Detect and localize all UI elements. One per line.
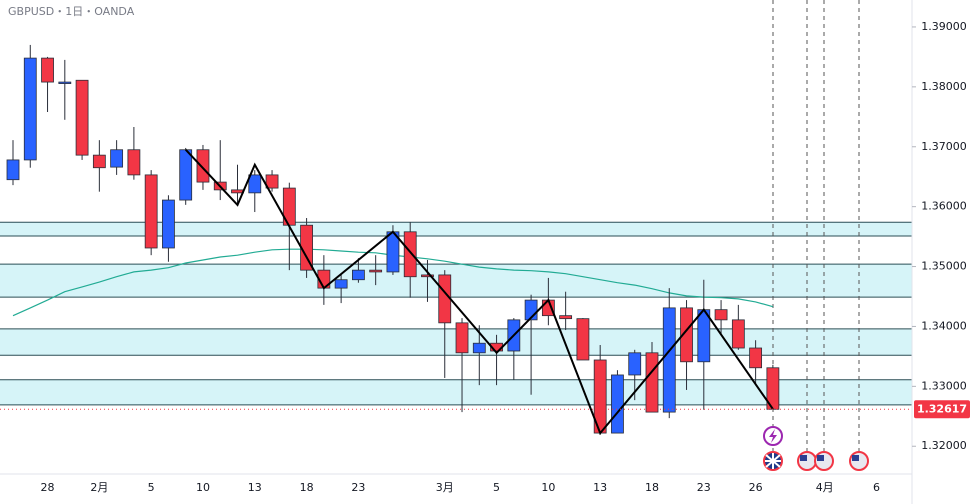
candle-body — [92, 154, 106, 169]
x-tick-label: 23 — [697, 481, 711, 494]
y-tick-label: 1.39000 — [921, 20, 967, 33]
candle-body — [455, 322, 469, 354]
zone — [0, 264, 912, 298]
candle-body — [58, 81, 72, 84]
candle-body — [6, 159, 20, 181]
y-tick-label: 1.35000 — [921, 260, 967, 273]
candle-body — [41, 57, 54, 83]
chart-title: GBPUSD・1日・OANDA — [8, 5, 135, 18]
x-tick-label: 6 — [873, 481, 880, 494]
flag-canton — [800, 455, 807, 461]
flag-canton — [817, 455, 824, 461]
candle-body — [265, 174, 279, 189]
candle-body — [196, 149, 210, 183]
x-tick-label: 13 — [593, 481, 607, 494]
candle-body — [645, 352, 659, 413]
candle-body — [611, 374, 624, 434]
x-tick-label: 5 — [493, 481, 500, 494]
candle-body — [680, 307, 693, 363]
x-tick-label: 28 — [41, 481, 55, 494]
x-tick-label: 10 — [196, 481, 210, 494]
candle-body — [576, 318, 590, 361]
series-layer — [0, 44, 912, 436]
flag-cross — [765, 453, 781, 469]
zigzag — [184, 149, 774, 436]
flag-canton — [852, 455, 859, 461]
candle-body — [351, 269, 365, 281]
zone — [0, 222, 912, 236]
x-tick-label: 4月 — [816, 481, 834, 494]
candle-body — [714, 309, 728, 321]
x-tick-label: 10 — [541, 481, 555, 494]
y-tick-label: 1.36000 — [921, 200, 967, 213]
candle-body — [472, 342, 486, 354]
x-tick-label: 3月 — [436, 481, 454, 494]
candle-body — [179, 149, 193, 201]
event-icons — [763, 426, 869, 471]
x-tick-label: 18 — [300, 481, 314, 494]
x-tick-label: 18 — [645, 481, 659, 494]
zone — [0, 379, 912, 405]
last-price-label: 1.32617 — [917, 402, 967, 415]
event-icon-bolt — [769, 429, 777, 443]
y-tick-label: 1.32000 — [921, 439, 967, 452]
x-tick-label: 13 — [248, 481, 262, 494]
candle-body — [248, 174, 262, 194]
candle-body — [438, 274, 452, 324]
candle-body — [403, 231, 417, 278]
last-price-box — [914, 400, 970, 419]
candle-body — [144, 174, 158, 249]
candle-body — [731, 319, 745, 349]
candle-body — [662, 307, 676, 413]
candle-body — [75, 79, 89, 156]
candle-body — [162, 199, 175, 249]
candle-body — [127, 149, 141, 176]
candle-body — [559, 315, 573, 320]
y-tick-label: 1.38000 — [921, 80, 967, 93]
candle-body — [23, 57, 37, 161]
candle-body — [369, 269, 383, 273]
candle-body — [628, 352, 642, 376]
y-tick-label: 1.37000 — [921, 140, 967, 153]
candle-body — [110, 149, 124, 168]
x-tick-label: 2月 — [90, 481, 108, 494]
candle-body — [231, 189, 244, 194]
x-tick-label: 23 — [351, 481, 365, 494]
candle-body — [421, 274, 434, 278]
candle-body — [334, 279, 348, 289]
x-tick-label: 5 — [148, 481, 155, 494]
y-tick-label: 1.33000 — [921, 379, 967, 392]
candle-body — [749, 347, 763, 369]
x-tick-label: 26 — [749, 481, 763, 494]
y-tick-label: 1.34000 — [921, 319, 967, 332]
